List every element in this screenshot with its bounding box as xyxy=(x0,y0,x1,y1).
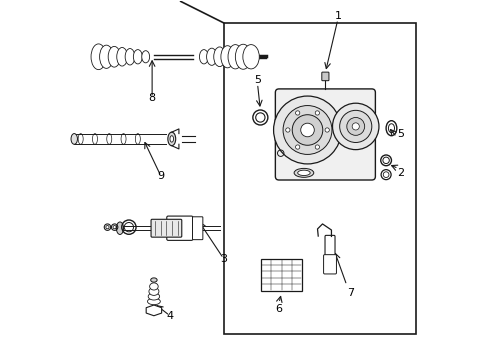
Text: 8: 8 xyxy=(148,93,156,103)
Circle shape xyxy=(315,145,319,149)
FancyBboxPatch shape xyxy=(193,217,203,240)
Ellipse shape xyxy=(170,136,173,142)
Bar xyxy=(223,23,416,334)
FancyBboxPatch shape xyxy=(151,219,182,237)
Ellipse shape xyxy=(142,51,149,63)
Text: 3: 3 xyxy=(220,253,227,264)
FancyBboxPatch shape xyxy=(167,216,193,240)
Ellipse shape xyxy=(149,283,158,290)
Ellipse shape xyxy=(235,44,251,69)
FancyBboxPatch shape xyxy=(323,255,337,274)
Circle shape xyxy=(295,111,300,115)
Text: 5: 5 xyxy=(397,129,404,139)
Ellipse shape xyxy=(71,134,77,144)
Ellipse shape xyxy=(133,50,142,64)
Text: 1: 1 xyxy=(334,11,342,21)
Text: 4: 4 xyxy=(167,311,173,321)
Text: 2: 2 xyxy=(397,168,404,178)
Ellipse shape xyxy=(148,293,160,300)
Ellipse shape xyxy=(243,45,259,69)
Ellipse shape xyxy=(207,48,217,65)
Circle shape xyxy=(292,115,323,145)
FancyBboxPatch shape xyxy=(275,89,375,180)
Ellipse shape xyxy=(168,132,176,146)
FancyBboxPatch shape xyxy=(325,235,335,257)
Circle shape xyxy=(340,111,372,143)
Ellipse shape xyxy=(117,222,123,234)
Circle shape xyxy=(347,117,365,135)
Ellipse shape xyxy=(117,48,127,66)
Ellipse shape xyxy=(99,45,113,68)
Circle shape xyxy=(315,111,319,115)
Circle shape xyxy=(273,96,342,164)
Circle shape xyxy=(325,128,329,132)
Ellipse shape xyxy=(125,49,135,65)
Polygon shape xyxy=(146,305,162,316)
Ellipse shape xyxy=(221,46,234,68)
Ellipse shape xyxy=(298,170,310,176)
Text: 9: 9 xyxy=(157,171,165,181)
Ellipse shape xyxy=(228,45,243,69)
Ellipse shape xyxy=(108,46,121,67)
FancyBboxPatch shape xyxy=(322,72,329,81)
Circle shape xyxy=(333,103,379,150)
Circle shape xyxy=(283,105,332,154)
Circle shape xyxy=(352,123,359,130)
Text: 5: 5 xyxy=(254,75,261,85)
Ellipse shape xyxy=(91,44,106,69)
Ellipse shape xyxy=(147,298,160,305)
Circle shape xyxy=(301,123,314,137)
Ellipse shape xyxy=(149,288,159,296)
Circle shape xyxy=(295,145,300,149)
Text: 7: 7 xyxy=(347,288,354,297)
Text: 6: 6 xyxy=(275,303,282,314)
Ellipse shape xyxy=(151,278,157,282)
Ellipse shape xyxy=(294,168,314,177)
Ellipse shape xyxy=(214,47,225,67)
Bar xyxy=(261,258,302,291)
Ellipse shape xyxy=(199,50,208,64)
Circle shape xyxy=(286,128,290,132)
